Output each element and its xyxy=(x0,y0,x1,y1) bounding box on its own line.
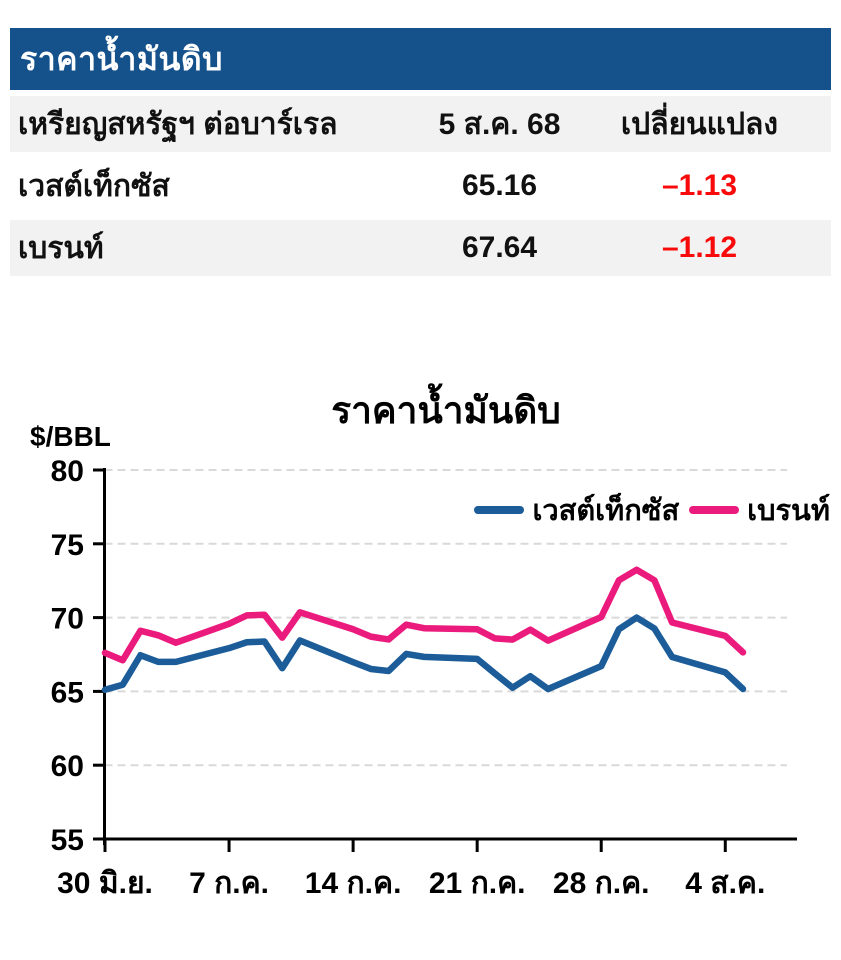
table-title-bar: ราคาน้ำมันดิบ xyxy=(10,28,831,90)
change-brent: –1.12 xyxy=(661,231,738,264)
y-axis-unit-label: $/BBL xyxy=(30,421,111,452)
price-west-texas: 65.16 xyxy=(461,169,538,202)
table-row-brent: เบรนท์ 67.64 –1.12 xyxy=(10,220,831,276)
x-tick-label-0: 30 มิ.ย. xyxy=(57,867,153,900)
column-header-date: 5 ส.ค. 68 xyxy=(438,107,561,141)
x-tick-label-7: 7 ก.ค. xyxy=(189,867,269,900)
brent-series-line xyxy=(101,566,747,664)
y-tick-label-70: 70 xyxy=(51,603,84,636)
west-texas-series-line xyxy=(101,614,747,694)
west-texas-legend-label: เวสต์เท็กซัส xyxy=(532,495,680,527)
chart-canvas: 55 60 65 70 75 80 30 มิ.ย. 7 ก.ค. 14 ก.ค. 21 ก.ค.… xyxy=(51,455,797,900)
column-header-unit: เหรียญสหรัฐฯ ต่อบาร์เรล xyxy=(18,107,338,141)
y-tick-label-60: 60 xyxy=(51,750,84,783)
crude-oil-price-chart: ราคาน้ำมันดิบ $/BBL เวสต์เท็กซัส เบรนท์ … xyxy=(0,385,841,945)
row-label-west-texas: เวสต์เท็กซัส xyxy=(18,169,170,203)
x-tick-label-21: 21 ก.ค. xyxy=(429,867,526,900)
crude-oil-price-table: ราคาน้ำมันดิบ เหรียญสหรัฐฯ ต่อบาร์เรล 5 … xyxy=(10,28,831,276)
x-tick-label-35: 4 ส.ค. xyxy=(685,867,765,900)
y-tick-label-80: 80 xyxy=(51,455,84,488)
x-tick-label-14: 14 ก.ค. xyxy=(305,867,402,900)
price-brent: 67.64 xyxy=(461,231,538,264)
brent-legend-swatch xyxy=(689,506,740,514)
y-tick-label-55: 55 xyxy=(51,824,84,857)
chart-legend: เวสต์เท็กซัส เบรนท์ xyxy=(474,487,830,533)
x-tick-label-28: 28 ก.ค. xyxy=(553,867,650,900)
row-label-brent: เบรนท์ xyxy=(18,231,104,265)
table-header-row: เหรียญสหรัฐฯ ต่อบาร์เรล 5 ส.ค. 68 เปลี่ย… xyxy=(10,96,831,152)
chart-title: ราคาน้ำมันดิบ xyxy=(331,390,561,431)
west-texas-legend-swatch xyxy=(474,506,525,514)
y-tick-label-75: 75 xyxy=(51,529,84,562)
table-title: ราคาน้ำมันดิบ xyxy=(20,40,223,77)
table-row-west-texas: เวสต์เท็กซัส 65.16 –1.13 xyxy=(10,158,831,214)
y-tick-label-65: 65 xyxy=(51,676,84,709)
change-west-texas: –1.13 xyxy=(661,169,738,202)
column-header-change: เปลี่ยนแปลง xyxy=(620,107,779,141)
brent-legend-label: เบรนท์ xyxy=(747,495,830,527)
